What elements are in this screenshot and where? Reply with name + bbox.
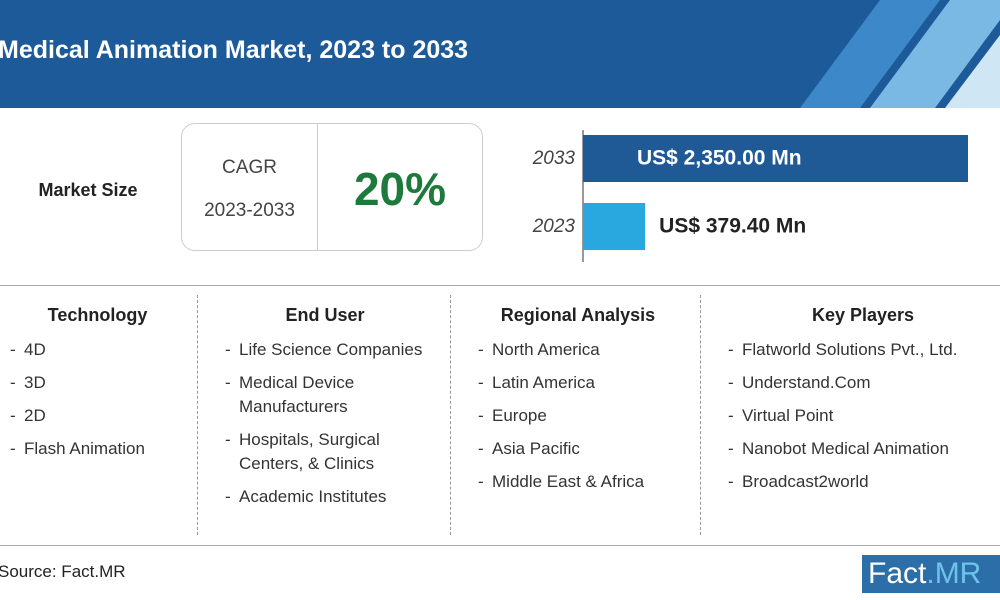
segment-item: Flatworld Solutions Pvt., Ltd.: [728, 338, 998, 362]
market-size-label: Market Size: [38, 180, 138, 200]
bar: [583, 135, 968, 182]
segment-heading: Regional Analysis: [500, 305, 656, 325]
segment-heading: End User: [285, 305, 365, 325]
segment-item: Asia Pacific: [478, 437, 678, 461]
value-label: US$ 2,350.00 Mn: [637, 147, 802, 170]
logo-text: .MR: [926, 557, 982, 590]
segment-item: Understand.Com: [728, 371, 998, 395]
segment-item: 2D: [10, 404, 185, 428]
segment-item: Broadcast2world: [728, 470, 998, 494]
segment-heading: Key Players: [811, 305, 915, 325]
value-label: US$ 379.40 Mn: [659, 215, 806, 238]
segment-item: Academic Institutes: [225, 485, 425, 509]
bar: [583, 203, 646, 250]
segment-item: Virtual Point: [728, 404, 998, 428]
separator: [450, 295, 451, 535]
segment-item: Flash Animation: [10, 437, 185, 461]
separator: [700, 295, 701, 535]
segment-list: Life Science Companies Medical Device Man…: [225, 338, 425, 509]
segment-item: Latin America: [478, 371, 678, 395]
rule: [0, 545, 1000, 546]
rule: [0, 285, 1000, 286]
segment-column: Regional Analysis North America Latin Amer…: [478, 305, 678, 535]
segment-item: 3D: [10, 371, 185, 395]
separator: [197, 295, 198, 535]
cagr-period: 2023-2033: [204, 200, 295, 221]
segment-list: North America Latin America Europe Asia Pac…: [478, 338, 678, 494]
logo-text: Fact: [868, 557, 927, 590]
segment-column: Key Players Flatworld Solutions Pvt., Ltd…: [728, 305, 998, 535]
cagr-box: CAGR 2023-2033 20%: [181, 123, 483, 251]
segment-heading: Technology: [47, 305, 148, 325]
segment-item: North America: [478, 338, 678, 362]
cagr-value: 20%: [353, 163, 447, 215]
segment-item: Nanobot Medical Animation: [728, 437, 998, 461]
header-band: [0, 0, 1000, 108]
segment-item: Europe: [478, 404, 678, 428]
title: Medical Animation Market, 2023 to 2033: [0, 36, 469, 64]
source: Source: Fact.MR: [0, 562, 126, 581]
segment-item: Middle East & Africa: [478, 470, 678, 494]
segment-list: 4D 3D 2D Flash Animation: [10, 338, 185, 461]
segment-list: Flatworld Solutions Pvt., Ltd. Understand…: [728, 338, 998, 494]
segment-column: Technology 4D 3D 2D Flash Animation: [10, 305, 185, 535]
segment-column: End User Life Science Companies Medical De…: [225, 305, 425, 535]
segment-item: Life Science Companies: [225, 338, 425, 362]
cagr-label: CAGR: [222, 157, 277, 178]
divider: [317, 124, 318, 250]
market-bars: 2033 US$ 2,350.00 Mn 2023 US$ 379.40 Mn: [532, 130, 968, 262]
segment-item: 4D: [10, 338, 185, 362]
segment-item: Hospitals, Surgical Centers, & Clinics: [225, 428, 425, 476]
segment-item: Medical Device Manufacturers: [225, 371, 425, 419]
category-label: 2033: [532, 148, 576, 169]
logo: Fact.MR: [862, 555, 1000, 593]
category-label: 2023: [532, 216, 576, 237]
